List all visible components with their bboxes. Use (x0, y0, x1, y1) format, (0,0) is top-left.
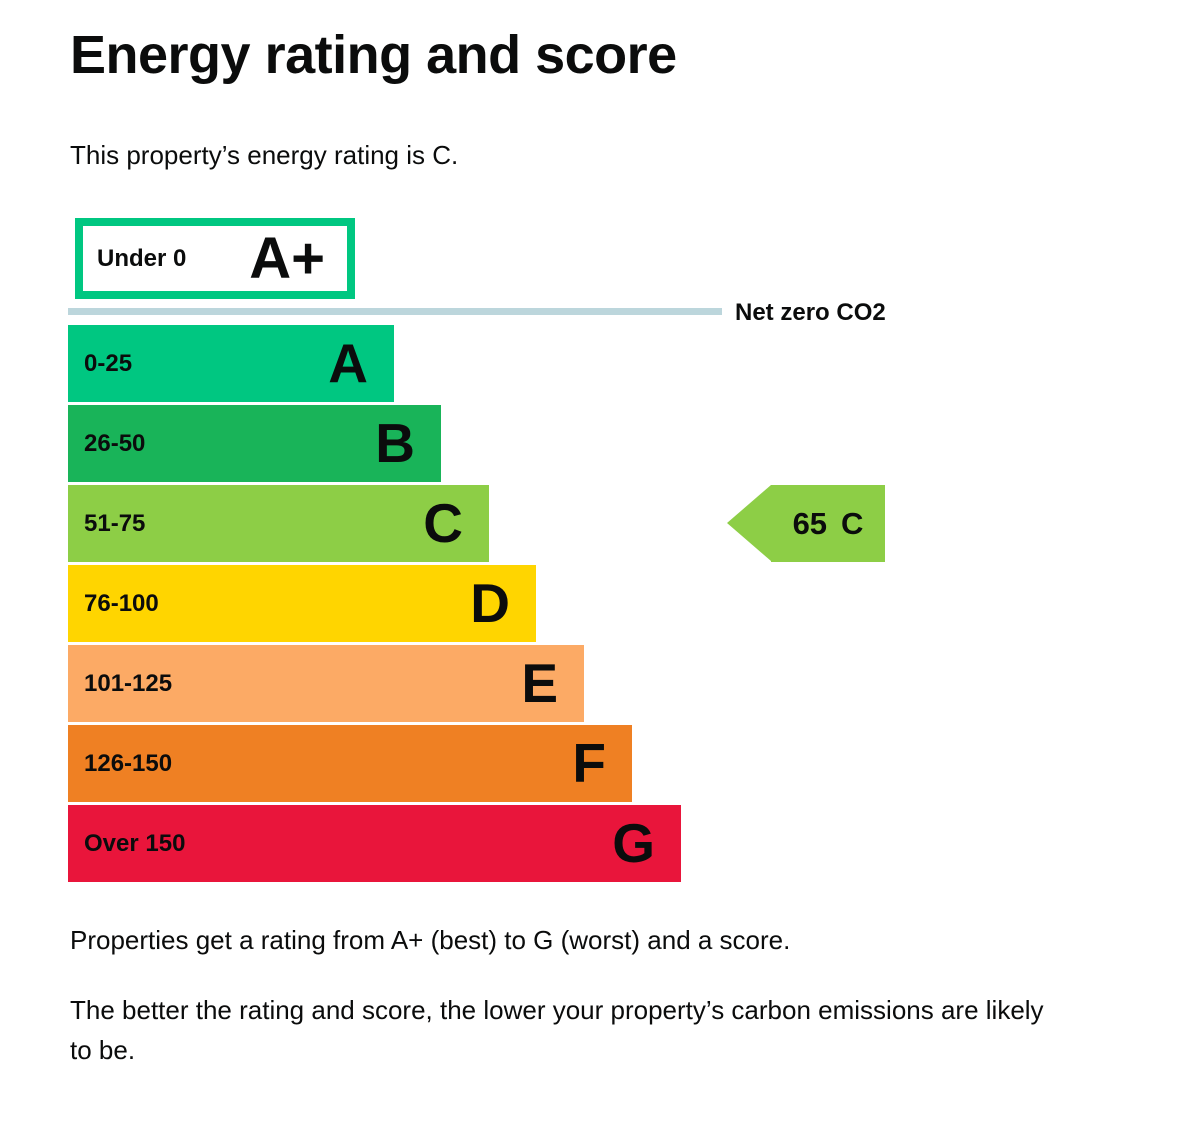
band-g-range: Over 150 (84, 829, 186, 857)
net-zero-line (68, 308, 722, 315)
current-rating-value: 65 C (771, 485, 885, 562)
current-rating-pointer: 65 C (727, 485, 885, 562)
net-zero-label: Net zero CO2 (735, 299, 886, 326)
current-rating-band: C (841, 505, 864, 541)
page-title: Energy rating and score (70, 25, 677, 85)
band-b-letter: B (375, 412, 415, 474)
rating-summary-text: This property’s energy rating is C. (70, 140, 459, 170)
band-e: 101-125 E (68, 645, 584, 722)
band-a-plus-letter: A+ (249, 225, 325, 291)
band-c: 51-75 C (68, 485, 489, 562)
rating-benefit-text: The better the rating and score, the low… (70, 995, 1044, 1065)
band-a-range: 0-25 (84, 349, 133, 377)
band-b: 26-50 B (68, 405, 441, 482)
pointer-arrow-icon (727, 485, 771, 561)
band-c-letter: C (423, 492, 463, 554)
band-a-plus: Under 0 A+ (75, 218, 355, 299)
rating-bands: 0-25 A 26-50 B 51-75 C 76-100 D 101-125 … (68, 325, 1148, 885)
band-g-letter: G (612, 812, 655, 874)
rating-explanation-text: Properties get a rating from A+ (best) t… (70, 925, 791, 955)
band-b-range: 26-50 (84, 429, 146, 457)
band-e-letter: E (521, 652, 558, 714)
band-d-letter: D (470, 572, 510, 634)
energy-rating-chart: Under 0 A+ Net zero CO2 0-25 A 26-50 B 5… (68, 218, 1148, 888)
band-e-range: 101-125 (84, 669, 173, 697)
band-d: 76-100 D (68, 565, 536, 642)
band-a-plus-range: Under 0 (97, 244, 187, 272)
current-rating-score: 65 (792, 505, 828, 541)
band-f-range: 126-150 (84, 749, 173, 777)
band-f: 126-150 F (68, 725, 632, 802)
band-c-range: 51-75 (84, 509, 146, 537)
band-a-letter: A (328, 332, 368, 394)
band-f-letter: F (572, 732, 606, 794)
band-g: Over 150 G (68, 805, 681, 882)
band-a: 0-25 A (68, 325, 394, 402)
band-d-range: 76-100 (84, 589, 159, 617)
